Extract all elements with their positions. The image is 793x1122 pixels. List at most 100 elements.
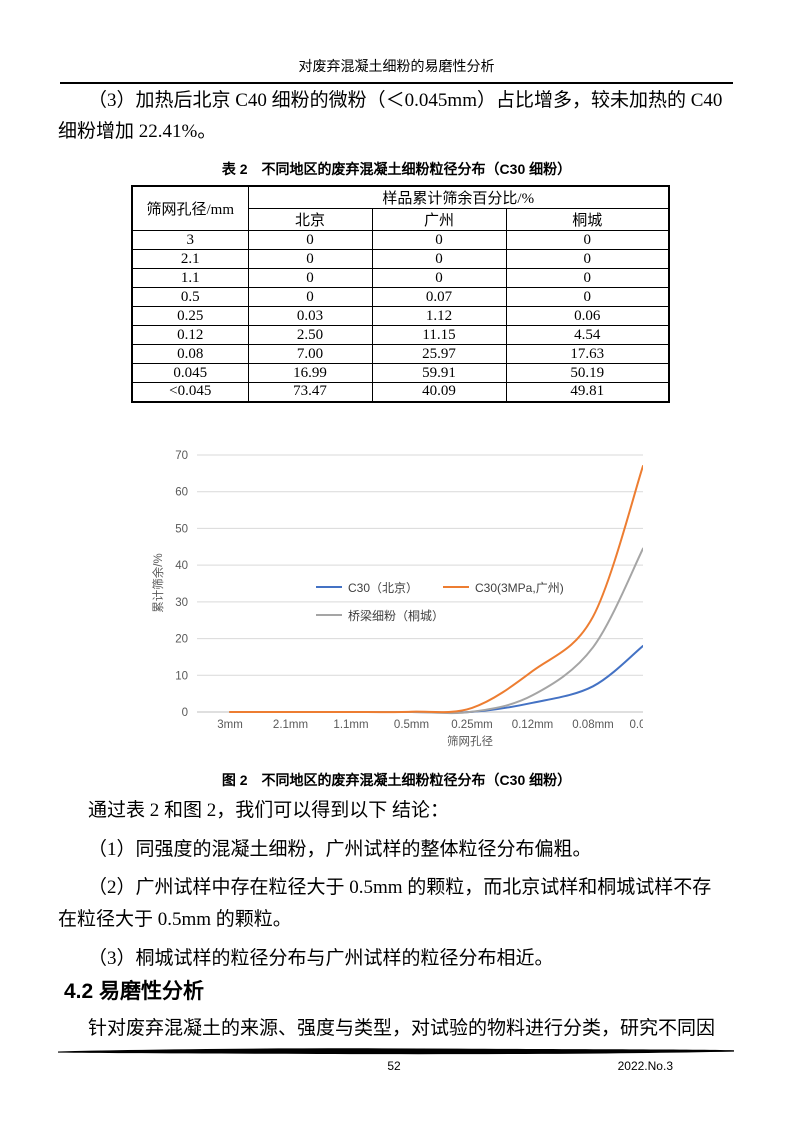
table-cell: 0 bbox=[247, 249, 373, 269]
page-header-title: 对废弃混凝土细粉的易磨性分析 bbox=[298, 60, 495, 75]
table-cell: 0 bbox=[247, 230, 373, 250]
legend-item-guangzhou: C30(3MPa,广州) bbox=[443, 578, 564, 596]
footer-issue: 2022.No.3 bbox=[617, 1059, 673, 1073]
legend-label: C30(3MPa,广州) bbox=[475, 580, 564, 595]
table-cell: 16.99 bbox=[247, 363, 373, 383]
table-cell: 0 bbox=[505, 249, 670, 269]
conclusion-item-1: （1）同强度的混凝土细粉，广州试样的整体粒径分布偏粗。 bbox=[88, 839, 592, 860]
table-cell: 0 bbox=[247, 268, 373, 288]
table-row: 2.1 0 0 0 bbox=[131, 249, 670, 269]
table-cell: 1.1 bbox=[131, 268, 249, 288]
table-cell: 50.19 bbox=[505, 363, 670, 383]
legend-label: 桥梁细粉（桐城） bbox=[348, 608, 445, 623]
y-tick-label: 10 bbox=[175, 670, 188, 682]
y-tick-label: 60 bbox=[175, 487, 188, 499]
table-cell: 1.12 bbox=[371, 306, 507, 326]
legend-line-swatch bbox=[443, 585, 469, 589]
gridlines bbox=[197, 454, 643, 713]
paragraph-line: （3）加热后北京 C40 细粉的微粉（＜0.045mm）占比增多，较未加热的 C… bbox=[88, 90, 723, 111]
table-cell: 17.63 bbox=[505, 344, 670, 364]
y-tick-label: 0 bbox=[182, 707, 188, 719]
table-cell: 0 bbox=[371, 249, 507, 269]
table-cell: 0.5 bbox=[131, 287, 249, 307]
table-corner-header: 筛网孔径/mm bbox=[131, 185, 249, 231]
table-cell: 59.91 bbox=[371, 363, 507, 383]
paragraph-heated-c40: （3）加热后北京 C40 细粉的微粉（＜0.045mm）占比增多，较未加热的 C… bbox=[58, 85, 722, 147]
table-row: 0.045 16.99 59.91 50.19 bbox=[131, 363, 670, 383]
table-cell: 0.08 bbox=[131, 344, 249, 364]
legend-line-swatch bbox=[316, 613, 342, 617]
x-tick-label: 3mm bbox=[217, 719, 243, 731]
table-cell: 0 bbox=[505, 287, 670, 307]
table-cell: 3 bbox=[131, 230, 249, 250]
paragraph-line: （2）广州试样中存在粒径大于 0.5mm 的颗粒，而北京试样和桐城试样不存 bbox=[88, 877, 712, 898]
x-tick-label: 2.1mm bbox=[273, 719, 308, 731]
table-cell: 4.54 bbox=[505, 325, 670, 345]
chart-canvas: 3mm 2.1mm 1.1mm 0.5mm 0.25mm 0.12mm 0.08mm 0.04… bbox=[151, 450, 670, 748]
series-line-0 bbox=[229, 644, 643, 714]
table-cell: 25.97 bbox=[371, 344, 507, 364]
table-col-header: 北京 bbox=[247, 208, 373, 231]
x-tick-label: 0.25mm bbox=[451, 719, 493, 731]
y-tick-label: 40 bbox=[175, 560, 188, 572]
table-cell: 0 bbox=[371, 268, 507, 288]
y-tick-label: 20 bbox=[175, 634, 188, 646]
table-cell: 49.81 bbox=[505, 382, 670, 402]
conclusion-item-3: （3）桐城试样的粒径分布与广州试样的粒径分布相近。 bbox=[88, 948, 554, 969]
x-tick-label: 0.12mm bbox=[512, 719, 554, 731]
legend-line-swatch bbox=[316, 585, 342, 589]
particle-size-chart: 3mm 2.1mm 1.1mm 0.5mm 0.25mm 0.12mm 0.08mm 0.04… bbox=[140, 438, 670, 760]
paragraph-conclusion-intro: 通过表 2 和图 2，我们可以得到以下 结论： bbox=[88, 800, 450, 821]
y-tick-label: 50 bbox=[175, 523, 188, 535]
paragraph-line: 细粉增加 22.41%。 bbox=[58, 121, 217, 142]
x-tick-label: 0.045mm bbox=[630, 719, 670, 731]
table-cell: 0.045 bbox=[131, 363, 249, 383]
table-cell: 0.25 bbox=[131, 306, 249, 326]
table-col-header: 广州 bbox=[371, 208, 507, 231]
figure-caption: 图 2 不同地区的废弃混凝土细粉粒径分布（C30 细粉） bbox=[221, 772, 572, 788]
table-row: <0.045 73.47 40.09 49.81 bbox=[131, 382, 670, 402]
x-axis-title: 筛网孔径 bbox=[447, 734, 493, 748]
table-cell: 2.1 bbox=[131, 249, 249, 269]
paragraph-grindability-intro: 针对废弃混凝土的来源、强度与类型，对试验的物料进行分类，研究不同因 bbox=[88, 1018, 716, 1039]
table-cell: 40.09 bbox=[371, 382, 507, 402]
table-cell: 2.50 bbox=[247, 325, 373, 345]
table-cell: 0.03 bbox=[247, 306, 373, 326]
y-tick-label: 30 bbox=[175, 597, 188, 609]
x-tick-labels: 3mm 2.1mm 1.1mm 0.5mm 0.25mm 0.12mm 0.08mm 0.04… bbox=[217, 719, 670, 731]
series-line-1 bbox=[229, 547, 643, 715]
table-caption: 表 2 不同地区的废弃混凝土细粉粒径分布（C30 细粉） bbox=[221, 161, 572, 177]
table-cell: 0 bbox=[371, 230, 507, 250]
table-cell: <0.045 bbox=[131, 382, 249, 402]
legend-label: C30（北京） bbox=[348, 580, 419, 595]
plot-area: 3mm 2.1mm 1.1mm 0.5mm 0.25mm 0.12mm 0.08mm 0.04… bbox=[197, 454, 670, 731]
table-cell: 11.15 bbox=[371, 325, 507, 345]
legend-item-beijing: C30（北京） bbox=[316, 578, 418, 596]
table-col-header: 桐城 bbox=[505, 208, 670, 231]
y-tick-label: 70 bbox=[175, 450, 188, 462]
table-group-header: 样品累计筛余百分比/% bbox=[247, 185, 670, 209]
legend-item-tongcheng: 桥梁细粉（桐城） bbox=[316, 606, 444, 624]
header-rule bbox=[60, 82, 733, 84]
table-cell: 0.07 bbox=[371, 287, 507, 307]
footer-page-number: 52 bbox=[387, 1059, 401, 1073]
paragraph-line: 在粒径大于 0.5mm 的颗粒。 bbox=[58, 909, 292, 930]
conclusion-item-2: （2）广州试样中存在粒径大于 0.5mm 的颗粒，而北京试样和桐城试样不存 在粒… bbox=[58, 872, 711, 936]
table-row: 0.08 7.00 25.97 17.63 bbox=[131, 344, 670, 364]
table-row: 0.5 0 0.07 0 bbox=[131, 287, 670, 307]
table-row: 0.12 2.50 11.15 4.54 bbox=[131, 325, 670, 345]
table-cell: 7.00 bbox=[247, 344, 373, 364]
section-heading-4-2: 4.2 易磨性分析 bbox=[64, 980, 205, 1003]
x-tick-label: 1.1mm bbox=[333, 719, 368, 731]
x-tick-label: 0.5mm bbox=[394, 719, 429, 731]
y-axis-title: 累计筛余/% bbox=[151, 553, 165, 612]
series-line-2 bbox=[229, 465, 643, 714]
x-tick-label: 0.08mm bbox=[572, 719, 614, 731]
table-row: 0.25 0.03 1.12 0.06 bbox=[131, 306, 670, 326]
footer-rule bbox=[58, 1048, 734, 1055]
table-cell: 73.47 bbox=[247, 382, 373, 402]
table-cell: 0 bbox=[505, 268, 670, 288]
table-row: 1.1 0 0 0 bbox=[131, 268, 670, 288]
